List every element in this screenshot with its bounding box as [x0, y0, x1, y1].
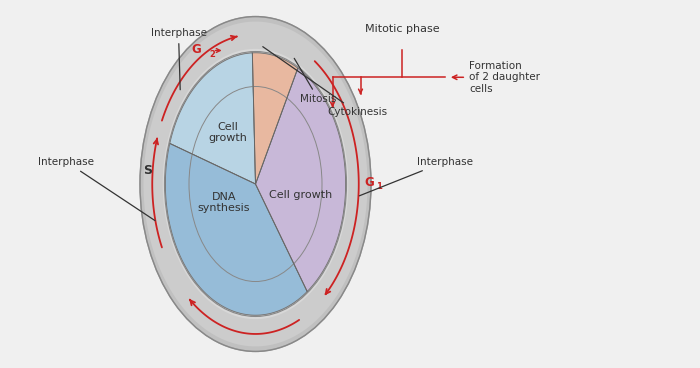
Text: Interphase: Interphase [359, 157, 473, 196]
Text: Cell
growth: Cell growth [208, 122, 247, 143]
Text: Cell growth: Cell growth [270, 190, 332, 200]
Text: G: G [192, 43, 202, 56]
Text: 1: 1 [376, 183, 382, 191]
Text: Mitosis: Mitosis [294, 59, 337, 105]
Text: Formation
of 2 daughter
cells: Formation of 2 daughter cells [452, 61, 540, 94]
Text: Interphase: Interphase [38, 157, 155, 220]
Text: G: G [364, 176, 374, 189]
Ellipse shape [140, 17, 371, 351]
Polygon shape [144, 22, 368, 346]
Polygon shape [170, 53, 256, 184]
Ellipse shape [160, 45, 351, 323]
Text: S: S [143, 164, 152, 177]
Ellipse shape [165, 53, 346, 315]
Text: Mitotic phase: Mitotic phase [365, 24, 440, 35]
Polygon shape [165, 144, 307, 315]
Text: Interphase: Interphase [150, 28, 206, 90]
Polygon shape [253, 53, 298, 184]
Polygon shape [256, 68, 346, 291]
Text: Cytokinesis: Cytokinesis [262, 47, 387, 117]
Text: DNA
synthesis: DNA synthesis [197, 192, 251, 213]
Text: 2: 2 [210, 50, 216, 59]
